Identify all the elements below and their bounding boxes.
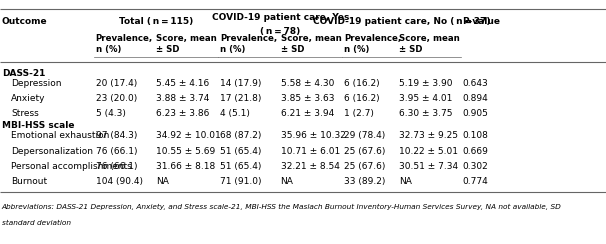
Text: P-value: P-value (462, 18, 500, 26)
Text: Score, mean
± SD: Score, mean ± SD (281, 34, 341, 54)
Text: 6.23 ± 3.86: 6.23 ± 3.86 (156, 109, 210, 118)
Text: 32.21 ± 8.54: 32.21 ± 8.54 (281, 162, 339, 171)
Text: Abbreviations: DASS-21 Depression, Anxiety, and Stress scale-21, MBI-HSS the Mas: Abbreviations: DASS-21 Depression, Anxie… (2, 204, 562, 211)
Text: Score, mean
± SD: Score, mean ± SD (156, 34, 217, 54)
Text: 5 (4.3): 5 (4.3) (96, 109, 125, 118)
Text: COVID-19 patient care, Yes: COVID-19 patient care, Yes (211, 13, 349, 22)
Text: 20 (17.4): 20 (17.4) (96, 79, 137, 88)
Text: Burnout: Burnout (11, 177, 47, 186)
Text: Prevalence,
n (%): Prevalence, n (%) (96, 34, 153, 54)
Text: 4 (5.1): 4 (5.1) (220, 109, 250, 118)
Text: 0.774: 0.774 (462, 177, 488, 186)
Text: 0.894: 0.894 (462, 94, 488, 103)
Text: 0.108: 0.108 (462, 132, 488, 140)
Text: Anxiety: Anxiety (11, 94, 45, 103)
Text: 32.73 ± 9.25: 32.73 ± 9.25 (399, 132, 458, 140)
Text: 10.22 ± 5.01: 10.22 ± 5.01 (399, 147, 458, 155)
Text: NA: NA (281, 177, 293, 186)
Text: Total ( n = 115): Total ( n = 115) (119, 18, 193, 26)
Text: 35.96 ± 10.32: 35.96 ± 10.32 (281, 132, 345, 140)
Text: 6.21 ± 3.94: 6.21 ± 3.94 (281, 109, 334, 118)
Text: Outcome: Outcome (2, 18, 47, 26)
Text: Personal accomplishments: Personal accomplishments (11, 162, 132, 171)
Text: 10.55 ± 5.69: 10.55 ± 5.69 (156, 147, 216, 155)
Text: 6 (16.2): 6 (16.2) (344, 79, 380, 88)
Text: 76 (66.1): 76 (66.1) (96, 162, 137, 171)
Text: 68 (87.2): 68 (87.2) (220, 132, 261, 140)
Text: ( n = 78): ( n = 78) (260, 27, 301, 36)
Text: DASS-21: DASS-21 (2, 69, 45, 78)
Text: 3.85 ± 3.63: 3.85 ± 3.63 (281, 94, 334, 103)
Text: NA: NA (399, 177, 411, 186)
Text: 34.92 ± 10.01: 34.92 ± 10.01 (156, 132, 221, 140)
Text: 0.669: 0.669 (462, 147, 488, 155)
Text: Depression: Depression (11, 79, 61, 88)
Text: Prevalence,
n (%): Prevalence, n (%) (220, 34, 277, 54)
Text: 51 (65.4): 51 (65.4) (220, 147, 261, 155)
Text: 0.302: 0.302 (462, 162, 488, 171)
Text: standard deviation: standard deviation (2, 220, 71, 226)
Text: 29 (78.4): 29 (78.4) (344, 132, 385, 140)
Text: MBI-HSS scale: MBI-HSS scale (2, 121, 75, 130)
Text: Depersonalization: Depersonalization (11, 147, 93, 155)
Text: 10.71 ± 6.01: 10.71 ± 6.01 (281, 147, 340, 155)
Text: 104 (90.4): 104 (90.4) (96, 177, 143, 186)
Text: Prevalence,
n (%): Prevalence, n (%) (344, 34, 401, 54)
Text: 14 (17.9): 14 (17.9) (220, 79, 261, 88)
Text: 6.30 ± 3.75: 6.30 ± 3.75 (399, 109, 452, 118)
Text: 3.88 ± 3.74: 3.88 ± 3.74 (156, 94, 210, 103)
Text: 97 (84.3): 97 (84.3) (96, 132, 137, 140)
Text: 71 (91.0): 71 (91.0) (220, 177, 261, 186)
Text: 5.45 ± 4.16: 5.45 ± 4.16 (156, 79, 210, 88)
Text: 25 (67.6): 25 (67.6) (344, 147, 385, 155)
Text: Stress: Stress (11, 109, 39, 118)
Text: 33 (89.2): 33 (89.2) (344, 177, 385, 186)
Text: 23 (20.0): 23 (20.0) (96, 94, 137, 103)
Text: 1 (2.7): 1 (2.7) (344, 109, 374, 118)
Text: 17 (21.8): 17 (21.8) (220, 94, 261, 103)
Text: NA: NA (156, 177, 169, 186)
Text: 25 (67.6): 25 (67.6) (344, 162, 385, 171)
Text: 51 (65.4): 51 (65.4) (220, 162, 261, 171)
Text: Score, mean
± SD: Score, mean ± SD (399, 34, 459, 54)
Text: 0.905: 0.905 (462, 109, 488, 118)
Text: 3.95 ± 4.01: 3.95 ± 4.01 (399, 94, 452, 103)
Text: 31.66 ± 8.18: 31.66 ± 8.18 (156, 162, 216, 171)
Text: 5.19 ± 3.90: 5.19 ± 3.90 (399, 79, 452, 88)
Text: 0.643: 0.643 (462, 79, 488, 88)
Text: Emotional exhaustion: Emotional exhaustion (11, 132, 109, 140)
Text: 30.51 ± 7.34: 30.51 ± 7.34 (399, 162, 458, 171)
Text: 5.58 ± 4.30: 5.58 ± 4.30 (281, 79, 334, 88)
Text: COVID-19 patient care, No ( n = 37): COVID-19 patient care, No ( n = 37) (313, 18, 490, 26)
Text: 76 (66.1): 76 (66.1) (96, 147, 137, 155)
Text: 6 (16.2): 6 (16.2) (344, 94, 380, 103)
